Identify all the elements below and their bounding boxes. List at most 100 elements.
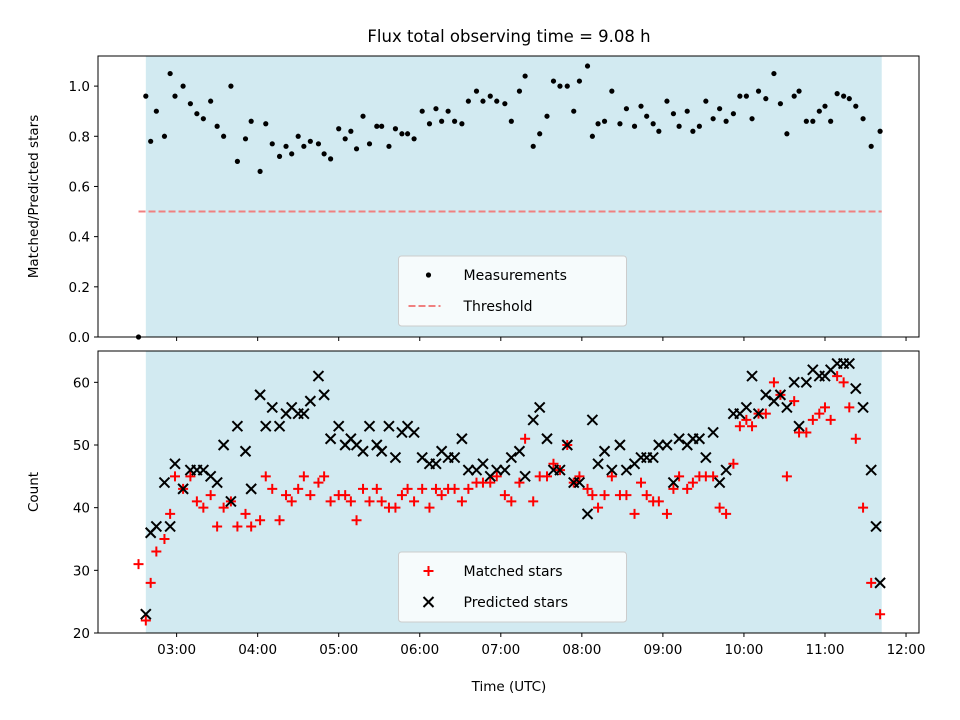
data-point <box>593 502 604 513</box>
data-point <box>315 141 322 147</box>
data-point <box>530 143 536 149</box>
data-point <box>703 98 709 104</box>
data-point <box>145 577 156 588</box>
data-point <box>800 376 813 389</box>
data-point <box>402 483 413 494</box>
data-point <box>276 153 283 159</box>
data-point <box>789 396 800 407</box>
data-point <box>165 508 176 519</box>
data-point <box>371 483 382 494</box>
y-axis-label: Count <box>26 472 42 512</box>
data-point <box>828 118 834 124</box>
data-point <box>180 83 186 89</box>
x-tick-label: 11:00 <box>806 642 845 658</box>
data-point <box>351 515 362 526</box>
data-point <box>379 123 385 129</box>
y-tick-label: 0.0 <box>69 330 90 346</box>
data-point <box>506 496 517 507</box>
data-point <box>784 131 790 137</box>
data-point <box>650 121 656 127</box>
data-point <box>601 118 608 124</box>
data-point <box>221 133 227 139</box>
data-point <box>609 88 615 94</box>
data-point <box>267 483 278 494</box>
data-point <box>133 559 144 570</box>
data-point <box>340 490 351 501</box>
x-tick-label: 10:00 <box>724 642 763 658</box>
data-point <box>357 445 369 457</box>
data-point <box>366 141 373 147</box>
data-point <box>573 476 586 489</box>
data-point <box>584 63 591 69</box>
data-point <box>321 151 327 157</box>
data-point <box>212 521 223 532</box>
data-point <box>858 502 869 513</box>
data-point <box>494 98 500 104</box>
data-point <box>636 477 647 488</box>
data-point <box>214 123 220 129</box>
data-point <box>411 136 417 142</box>
data-point <box>710 116 716 122</box>
data-point <box>187 101 193 107</box>
data-point <box>533 401 546 414</box>
data-point <box>465 98 471 104</box>
data-point <box>491 464 503 476</box>
data-point <box>516 88 523 94</box>
data-point <box>430 483 441 494</box>
data-point <box>850 433 861 444</box>
data-point <box>875 609 886 620</box>
data-point <box>191 496 202 507</box>
data-point <box>760 408 771 419</box>
y-tick-label: 0.2 <box>69 280 90 296</box>
data-point <box>289 151 295 157</box>
data-point <box>242 136 249 142</box>
data-point <box>185 471 196 482</box>
data-point <box>647 451 659 464</box>
data-point <box>822 103 828 109</box>
y-tick-label: 50 <box>73 438 90 454</box>
data-point <box>832 371 843 382</box>
data-point <box>599 490 610 501</box>
data-point <box>499 464 511 476</box>
legend-label: Measurements <box>464 268 567 284</box>
legend-label: Threshold <box>463 299 533 315</box>
x-tick-label: 05:00 <box>319 642 358 658</box>
data-point <box>257 168 263 175</box>
data-point <box>606 471 617 482</box>
data-point <box>304 395 317 407</box>
data-point <box>721 508 732 519</box>
data-point <box>390 502 401 513</box>
legend-box <box>398 255 627 327</box>
y-tick-label: 20 <box>73 626 90 642</box>
axes-frame <box>97 55 920 338</box>
series-matched-stars <box>133 371 886 626</box>
data-point <box>708 471 719 482</box>
data-point <box>140 615 151 626</box>
data-point <box>768 377 779 388</box>
data-point <box>342 136 348 142</box>
data-point <box>755 88 762 94</box>
data-point <box>537 131 543 137</box>
data-point <box>814 408 825 419</box>
data-point <box>462 464 475 476</box>
data-point <box>325 496 336 507</box>
data-point <box>661 439 673 451</box>
data-point <box>305 490 316 501</box>
data-point <box>548 458 559 469</box>
data-point <box>581 508 594 520</box>
data-point <box>485 477 496 488</box>
data-point <box>374 123 380 129</box>
data-point <box>844 402 855 413</box>
data-point <box>522 73 528 79</box>
data-point <box>426 121 433 127</box>
data-point <box>172 93 178 99</box>
data-point <box>860 116 866 122</box>
y-tick-label: 40 <box>73 501 90 517</box>
data-point <box>760 389 772 401</box>
data-point <box>617 121 623 127</box>
data-point <box>763 96 769 102</box>
data-point <box>445 108 451 114</box>
data-point <box>682 483 693 494</box>
data-point <box>225 495 237 508</box>
